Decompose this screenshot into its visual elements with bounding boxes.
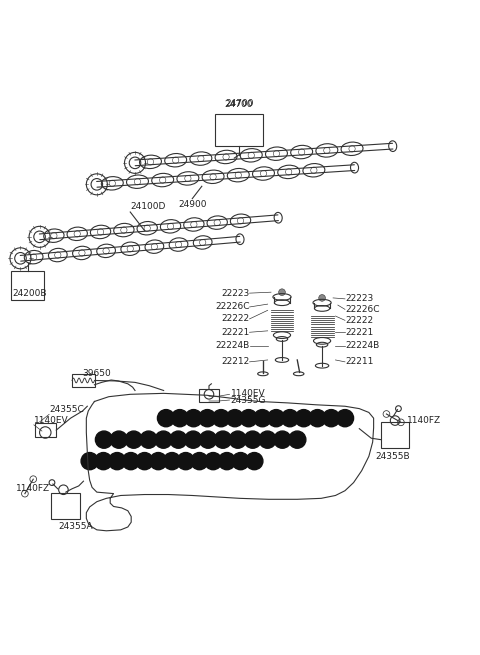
Circle shape bbox=[95, 453, 112, 470]
Circle shape bbox=[274, 431, 291, 448]
Bar bbox=[72, 374, 95, 387]
Text: 22226C: 22226C bbox=[345, 305, 380, 314]
Text: 22224B: 22224B bbox=[345, 341, 379, 350]
Circle shape bbox=[185, 409, 202, 427]
Circle shape bbox=[108, 453, 126, 470]
Text: 1140FZ: 1140FZ bbox=[16, 484, 50, 493]
Circle shape bbox=[288, 431, 306, 448]
Circle shape bbox=[155, 431, 172, 448]
Bar bbox=[51, 493, 80, 519]
Text: 22221: 22221 bbox=[221, 328, 250, 337]
Text: 24200B: 24200B bbox=[13, 290, 47, 298]
Text: 24900: 24900 bbox=[178, 200, 206, 208]
Circle shape bbox=[295, 409, 312, 427]
Circle shape bbox=[246, 453, 263, 470]
Circle shape bbox=[323, 409, 340, 427]
Circle shape bbox=[110, 431, 128, 448]
Text: 22222: 22222 bbox=[345, 316, 373, 325]
Circle shape bbox=[125, 431, 142, 448]
Text: 22221: 22221 bbox=[345, 328, 373, 337]
Text: 22223: 22223 bbox=[221, 289, 250, 297]
Text: 24700: 24700 bbox=[225, 100, 253, 109]
Text: 24700: 24700 bbox=[226, 99, 254, 108]
Circle shape bbox=[218, 453, 236, 470]
Text: 22211: 22211 bbox=[345, 358, 373, 366]
Text: 24355A: 24355A bbox=[58, 522, 93, 531]
Circle shape bbox=[191, 453, 208, 470]
Circle shape bbox=[200, 431, 216, 448]
Circle shape bbox=[309, 409, 326, 427]
Text: 1140EV: 1140EV bbox=[34, 416, 69, 425]
Text: 1140EV: 1140EV bbox=[230, 389, 265, 398]
Circle shape bbox=[319, 295, 325, 301]
Circle shape bbox=[140, 431, 157, 448]
Text: 22222: 22222 bbox=[221, 314, 250, 324]
Text: 24355C: 24355C bbox=[49, 405, 84, 415]
Text: 24355G: 24355G bbox=[230, 396, 266, 405]
Circle shape bbox=[240, 409, 257, 427]
Circle shape bbox=[254, 409, 271, 427]
Text: 22224B: 22224B bbox=[216, 341, 250, 350]
Circle shape bbox=[267, 409, 285, 427]
Bar bbox=[381, 422, 409, 448]
Text: 22226C: 22226C bbox=[215, 303, 250, 312]
Circle shape bbox=[215, 431, 231, 448]
Circle shape bbox=[177, 453, 194, 470]
Circle shape bbox=[336, 409, 354, 427]
Circle shape bbox=[185, 431, 202, 448]
Circle shape bbox=[229, 431, 246, 448]
Text: 39650: 39650 bbox=[83, 369, 111, 378]
Bar bbox=[215, 114, 263, 146]
Circle shape bbox=[122, 453, 139, 470]
Text: 22223: 22223 bbox=[345, 294, 373, 303]
Circle shape bbox=[281, 409, 299, 427]
Circle shape bbox=[232, 453, 249, 470]
Circle shape bbox=[226, 409, 243, 427]
Bar bbox=[199, 389, 218, 402]
Bar bbox=[11, 271, 44, 300]
Circle shape bbox=[199, 409, 216, 427]
Text: 1140FZ: 1140FZ bbox=[407, 416, 441, 425]
Bar bbox=[35, 423, 56, 438]
Circle shape bbox=[204, 453, 222, 470]
Circle shape bbox=[81, 453, 98, 470]
Circle shape bbox=[96, 431, 113, 448]
Text: 22212: 22212 bbox=[221, 358, 250, 366]
Circle shape bbox=[163, 453, 180, 470]
Text: 24100D: 24100D bbox=[130, 202, 166, 210]
Circle shape bbox=[157, 409, 175, 427]
Circle shape bbox=[171, 409, 188, 427]
Circle shape bbox=[170, 431, 187, 448]
Circle shape bbox=[279, 289, 285, 295]
Circle shape bbox=[244, 431, 261, 448]
Circle shape bbox=[150, 453, 167, 470]
Circle shape bbox=[136, 453, 153, 470]
Circle shape bbox=[259, 431, 276, 448]
Circle shape bbox=[213, 409, 230, 427]
Text: 24355B: 24355B bbox=[375, 451, 410, 460]
